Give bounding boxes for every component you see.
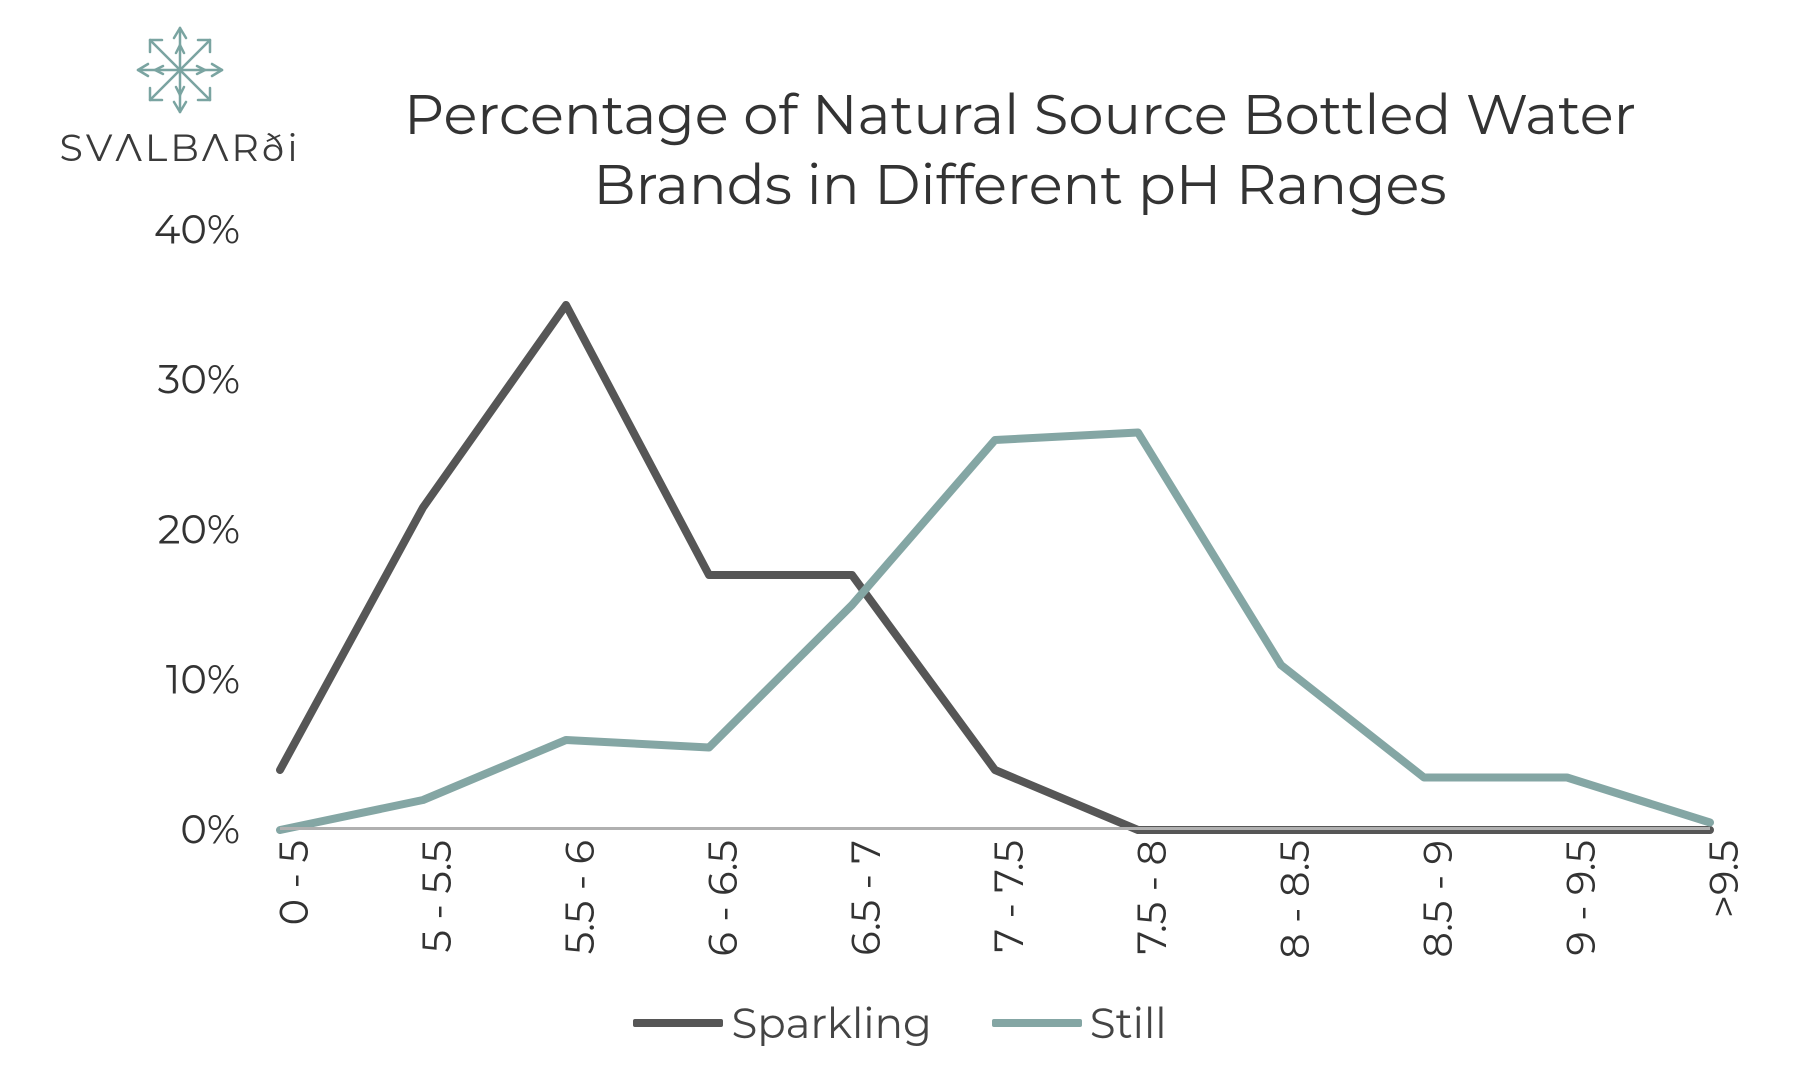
brand-logo: SVΛLBΛRði (50, 20, 310, 171)
x-axis-baseline (280, 827, 1710, 830)
legend-item-still: Still (992, 997, 1167, 1049)
y-tick-label: 30% (158, 356, 240, 405)
x-tick-label: 6 - 6.5 (699, 840, 748, 956)
x-tick-label: 5.5 - 6 (556, 840, 605, 954)
y-tick-label: 20% (158, 506, 240, 555)
brand-name: SVΛLBΛRði (50, 124, 310, 171)
y-tick-label: 0% (180, 806, 240, 855)
x-tick-label: 0 - 5 (270, 840, 319, 925)
x-tick-label: 9 - 9.5 (1557, 840, 1606, 956)
legend-label: Sparkling (731, 997, 931, 1049)
y-tick-label: 10% (166, 656, 240, 705)
series-line-sparkling (280, 305, 1710, 830)
y-axis: 0%10%20%30%40% (130, 230, 260, 830)
legend-swatch (992, 1019, 1082, 1027)
x-tick-label: 8 - 8.5 (1271, 840, 1320, 959)
x-axis: 0 - 55 - 5.55.5 - 66 - 6.56.5 - 77 - 7.5… (280, 840, 1710, 990)
x-tick-label: 7.5 - 8 (1128, 840, 1177, 954)
legend-item-sparkling: Sparkling (633, 997, 931, 1049)
chart-title: Percentage of Natural Source Bottled Wat… (300, 80, 1740, 220)
chart-area: 0%10%20%30%40% (130, 230, 1730, 830)
snowflake-icon (130, 20, 230, 120)
legend-swatch (633, 1019, 723, 1027)
plot-area (280, 230, 1710, 830)
x-tick-label: 6.5 - 7 (842, 840, 891, 956)
legend-label: Still (1090, 997, 1167, 1049)
x-tick-label: 7 - 7.5 (985, 840, 1034, 952)
x-tick-label: 8.5 - 9 (1414, 840, 1463, 958)
y-tick-label: 40% (154, 206, 240, 255)
x-tick-label: >9.5 (1700, 840, 1749, 918)
x-tick-label: 5 - 5.5 (413, 840, 462, 953)
chart-legend: Sparkling Still (0, 986, 1800, 1049)
